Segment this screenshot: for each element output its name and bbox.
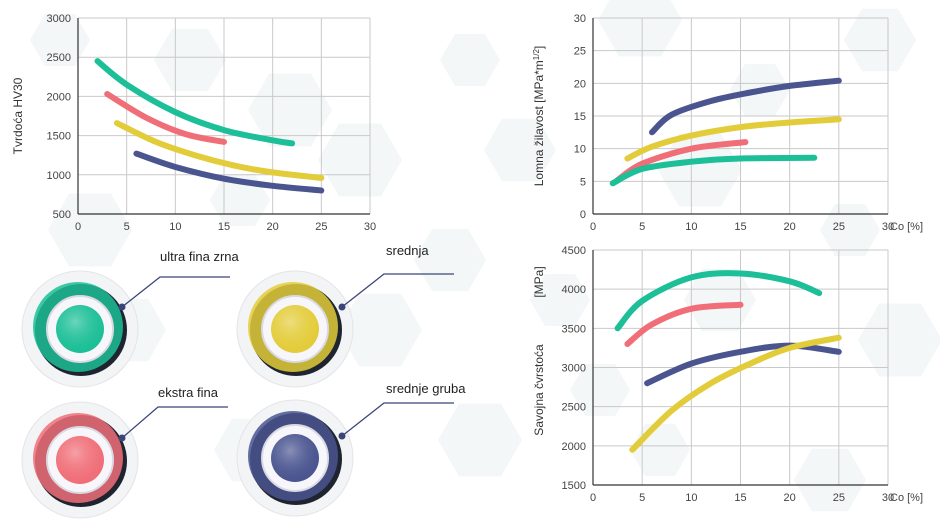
toughness-y-tick-label: 20: [574, 78, 586, 90]
hexagon-shape: [338, 293, 422, 367]
hardness-series-ultra-fina: [94, 58, 296, 147]
chart-strength: 0 5 10 15 20 25 30 1500 2000 2500 3000 3500 4000 4500…: [532, 245, 923, 504]
strength-x-tick-label: 10: [685, 492, 697, 504]
strength-series-srednja: [629, 334, 842, 453]
hardness-y-tick-label: 3000: [47, 13, 71, 25]
toughness-y-tick-label: 15: [574, 111, 586, 123]
strength-y-tick-label: 3500: [562, 323, 586, 335]
toughness-series-ultra-fina: [609, 154, 818, 187]
hexagon-shape: [48, 193, 132, 267]
hexagon-shape: [154, 28, 226, 92]
strength-series-ekstra-fina: [624, 301, 744, 347]
strength-y-tick-label: 2500: [562, 402, 586, 414]
hardness-y-tick-label: 2500: [47, 52, 71, 64]
toughness-y-axis-label: Lomna žilavost [MPa*m1/2]: [532, 46, 547, 187]
legend-ekstra-fina-swatch-shine: [56, 436, 104, 484]
strength-y-tick-label: 4000: [562, 284, 586, 296]
hardness-x-tick-label: 15: [218, 221, 230, 233]
hexagon-shape: [570, 364, 630, 416]
hardness-series-srednja: [113, 120, 325, 181]
hardness-series-srednje-gruba: [133, 150, 325, 194]
legend-ultra-fina-pointer-line: [121, 276, 230, 308]
hexagon-shape: [858, 303, 940, 377]
hardness-x-tick-label: 30: [364, 221, 376, 233]
hexagon-shape: [414, 228, 486, 292]
strength-x-tick-label: 15: [734, 492, 746, 504]
toughness-x-tick-label: 10: [685, 221, 697, 233]
legend-srednja-pointer-line: [341, 273, 454, 308]
hexagon-shape: [794, 448, 866, 512]
hardness-x-tick-label: 5: [124, 221, 130, 233]
toughness-y-tick-label: 30: [574, 13, 586, 25]
strength-series-ultra-fina: [614, 270, 823, 332]
toughness-x-tick-label: 5: [639, 221, 645, 233]
toughness-x-axis-label: Co [%]: [890, 221, 923, 233]
hardness-y-tick-label: 1000: [47, 170, 71, 182]
hexagon-shape: [210, 174, 270, 226]
strength-x-axis-label: Co [%]: [890, 492, 923, 504]
legend-ekstra-fina-pointer-line: [121, 406, 228, 439]
legend-srednja-swatch-shine: [271, 305, 319, 353]
hexagon-shape: [438, 403, 522, 477]
hexagon-shape: [844, 8, 916, 72]
toughness-y-tick-label: 5: [580, 176, 586, 188]
hardness-y-tick-label: 500: [53, 209, 71, 221]
hexagon-shape: [598, 0, 682, 57]
strength-y-axis-label: Savojna čvrstoća: [532, 344, 546, 436]
legend-srednje-gruba-pointer-line: [341, 402, 454, 437]
hexagon-shape: [248, 73, 332, 147]
hardness-x-tick-label: 25: [315, 221, 327, 233]
hardness-x-tick-label: 10: [169, 221, 181, 233]
hardness-series-ekstra-fina: [104, 91, 227, 145]
toughness-series-srednja: [624, 116, 842, 162]
strength-y-axis-unit: [MPa]: [532, 266, 546, 297]
hexagon-shape: [440, 34, 500, 86]
strength-x-tick-label: 0: [590, 492, 596, 504]
toughness-y-tick-label: 10: [574, 144, 586, 156]
strength-x-tick-label: 20: [784, 492, 796, 504]
hexagon-shape: [30, 14, 90, 66]
hexagon-shape: [820, 204, 880, 256]
hexagon-shape: [318, 123, 402, 197]
strength-y-tick-label: 4500: [562, 245, 586, 257]
strength-y-tick-label: 1500: [562, 480, 586, 492]
toughness-y-tick-label: 0: [580, 209, 586, 221]
legend-label-srednja: srednja: [386, 243, 429, 258]
hexagon-shape: [684, 268, 756, 332]
strength-x-tick-label: 30: [882, 492, 894, 504]
legend-label-ekstra-fina: ekstra fina: [158, 385, 218, 400]
legend-ultra-fina-swatch-shine: [56, 305, 104, 353]
strength-x-tick-label: 25: [833, 492, 845, 504]
toughness-series-srednje-gruba: [649, 77, 842, 136]
hardness-y-tick-label: 2000: [47, 91, 71, 103]
hardness-y-tick-label: 1500: [47, 131, 71, 143]
chart-hardness: 0 5 10 15 20 25 30 500 1000 1500 2000 2500 3000 Tvrdo…: [11, 13, 376, 233]
toughness-x-tick-label: 25: [833, 221, 845, 233]
hardness-x-tick-label: 0: [75, 221, 81, 233]
strength-y-tick-label: 2000: [562, 441, 586, 453]
toughness-x-tick-label: 0: [590, 221, 596, 233]
toughness-x-tick-label: 30: [882, 221, 894, 233]
hardness-x-tick-label: 20: [267, 221, 279, 233]
legend-label-ultra-fina: ultra fina zrna: [160, 249, 239, 264]
toughness-x-tick-label: 15: [734, 221, 746, 233]
hardness-y-axis-label: Tvrdoća HV30: [11, 77, 25, 154]
toughness-x-tick-label: 20: [784, 221, 796, 233]
hexagon-shape: [530, 274, 590, 326]
legend-srednje-gruba-swatch-shine: [271, 434, 319, 482]
strength-y-tick-label: 3000: [562, 363, 586, 375]
toughness-y-tick-label: 25: [574, 46, 586, 58]
legend-label-srednje-gruba: srednje gruba: [386, 381, 466, 396]
strength-x-tick-label: 5: [639, 492, 645, 504]
hexagon-shape: [484, 118, 556, 182]
legend-graphics: [21, 270, 454, 519]
